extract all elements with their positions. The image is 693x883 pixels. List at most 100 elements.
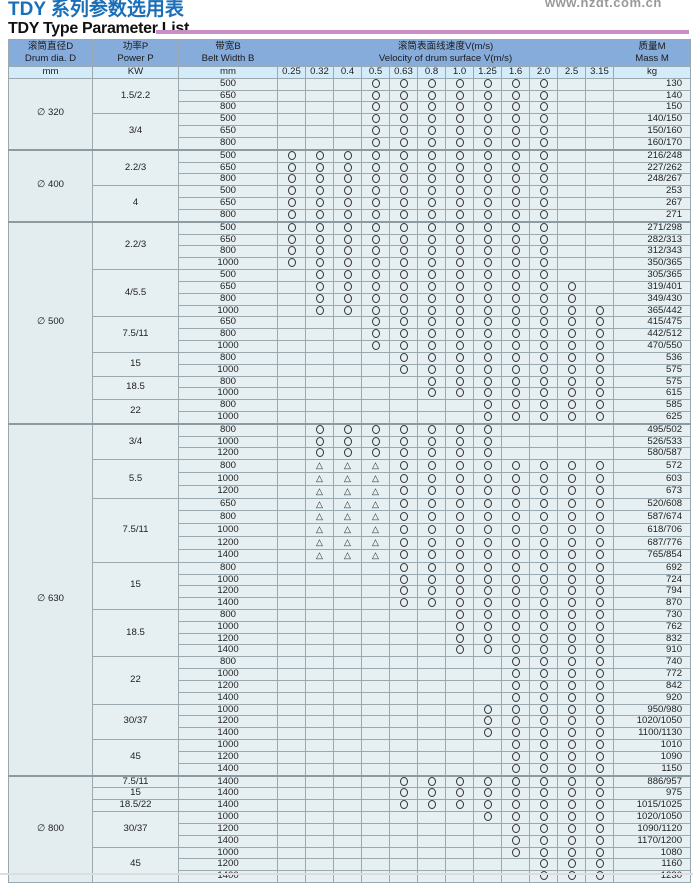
velocity-cell bbox=[473, 834, 502, 848]
velocity-cell bbox=[501, 523, 530, 538]
velocity-cell bbox=[333, 113, 362, 127]
velocity-cell bbox=[417, 375, 446, 389]
circle-mark-icon bbox=[483, 376, 492, 386]
velocity-cell bbox=[584, 77, 615, 91]
velocity-cell bbox=[445, 834, 474, 848]
circle-mark-icon bbox=[511, 777, 520, 786]
velocity-cell bbox=[529, 447, 558, 461]
circle-mark-icon bbox=[371, 174, 380, 184]
velocity-cell bbox=[584, 774, 615, 789]
velocity-cell bbox=[501, 656, 530, 670]
belt-width: 1000 bbox=[178, 846, 278, 860]
velocity-cell bbox=[473, 846, 502, 860]
velocity-cell bbox=[361, 173, 390, 187]
circle-mark-icon bbox=[455, 448, 464, 458]
circle-mark-icon bbox=[315, 210, 324, 219]
velocity-cell bbox=[445, 822, 474, 836]
circle-mark-icon bbox=[371, 223, 380, 232]
circle-mark-icon bbox=[595, 353, 604, 362]
table-row: 15 800 536 bbox=[9, 351, 692, 377]
velocity-cell bbox=[277, 280, 306, 294]
velocity-cell bbox=[417, 585, 446, 599]
velocity-cell bbox=[473, 523, 502, 538]
velocity-cell bbox=[501, 762, 530, 777]
velocity-cell bbox=[417, 136, 446, 151]
circle-mark-icon bbox=[511, 317, 520, 327]
velocity-cell bbox=[305, 257, 334, 271]
velocity-cell bbox=[361, 715, 390, 729]
velocity-cell bbox=[333, 197, 362, 210]
circle-mark-icon bbox=[567, 586, 576, 596]
velocity-cell bbox=[557, 435, 586, 449]
velocity-cell bbox=[445, 435, 474, 449]
velocity-cell bbox=[473, 762, 502, 777]
velocity-cell bbox=[333, 328, 362, 342]
velocity-cell bbox=[305, 585, 334, 599]
circle-mark-icon bbox=[539, 859, 548, 869]
velocity-cell bbox=[389, 727, 418, 741]
triangle-mark-icon: △ bbox=[316, 485, 323, 496]
velocity-cell bbox=[501, 497, 530, 512]
velocity-cell bbox=[333, 410, 362, 425]
circle-mark-icon bbox=[483, 270, 492, 280]
circle-mark-icon bbox=[511, 294, 520, 303]
velocity-cell bbox=[473, 447, 502, 461]
velocity-cell bbox=[473, 208, 502, 223]
velocity-cell bbox=[501, 715, 530, 729]
velocity-cell bbox=[305, 161, 334, 175]
velocity-cell bbox=[529, 269, 558, 282]
circle-mark-icon bbox=[455, 306, 464, 315]
velocity-cell bbox=[529, 691, 558, 705]
circle-mark-icon bbox=[399, 235, 408, 244]
velocity-cell bbox=[557, 834, 586, 848]
velocity-cell bbox=[417, 739, 446, 752]
velocity-cell bbox=[417, 220, 446, 235]
velocity-cell bbox=[445, 585, 474, 599]
circle-mark-icon bbox=[511, 376, 520, 386]
velocity-cell bbox=[361, 125, 390, 138]
circle-mark-icon bbox=[567, 669, 576, 679]
velocity-cell bbox=[389, 632, 418, 646]
velocity-cell bbox=[389, 185, 418, 199]
velocity-cell bbox=[445, 762, 474, 777]
circle-mark-icon bbox=[539, 524, 548, 534]
velocity-cell bbox=[389, 233, 418, 247]
velocity-cell bbox=[333, 585, 362, 599]
circle-mark-icon bbox=[399, 186, 408, 196]
triangle-mark-icon: △ bbox=[344, 498, 351, 509]
circle-mark-icon bbox=[315, 306, 324, 315]
belt-width: 650 bbox=[178, 497, 278, 512]
circle-mark-icon bbox=[511, 174, 520, 184]
velocity-cell bbox=[277, 125, 306, 138]
power-value: 7.5/11 bbox=[92, 774, 179, 789]
circle-mark-icon bbox=[483, 138, 492, 147]
circle-mark-icon bbox=[567, 524, 576, 534]
mass-value: 587/674 bbox=[613, 510, 692, 525]
velocity-cell bbox=[417, 750, 446, 764]
circle-mark-icon bbox=[595, 622, 604, 631]
circle-mark-icon bbox=[567, 681, 576, 690]
velocity-cell bbox=[557, 668, 586, 681]
table-row: 1200 1020/1050 bbox=[9, 715, 692, 729]
velocity-cell bbox=[277, 328, 306, 342]
velocity-cell bbox=[305, 668, 334, 681]
velocity-cell bbox=[584, 435, 615, 449]
velocity-cell bbox=[557, 632, 586, 646]
belt-width: 1000 bbox=[178, 739, 278, 752]
circle-mark-icon bbox=[595, 812, 604, 822]
belt-width: 650 bbox=[178, 125, 278, 138]
velocity-cell bbox=[501, 245, 530, 259]
velocity-cell bbox=[557, 762, 586, 777]
mass-value: 580/587 bbox=[613, 447, 692, 461]
velocity-cell bbox=[473, 375, 502, 389]
triangle-mark-icon: △ bbox=[372, 460, 379, 471]
table-row: 1000 350/365 bbox=[9, 257, 692, 271]
velocity-cell bbox=[557, 422, 586, 437]
table-row: 800 312/343 bbox=[9, 245, 692, 259]
velocity-cell bbox=[417, 691, 446, 705]
velocity-cell bbox=[584, 257, 615, 271]
velocity-cell bbox=[557, 536, 586, 550]
circle-mark-icon bbox=[399, 800, 408, 810]
table-row: 1000 575 bbox=[9, 363, 692, 377]
table-body: ∅ 320 1.5/2.2 500 130 650 140 800 150 3/4 500 140/… bbox=[8, 77, 692, 883]
